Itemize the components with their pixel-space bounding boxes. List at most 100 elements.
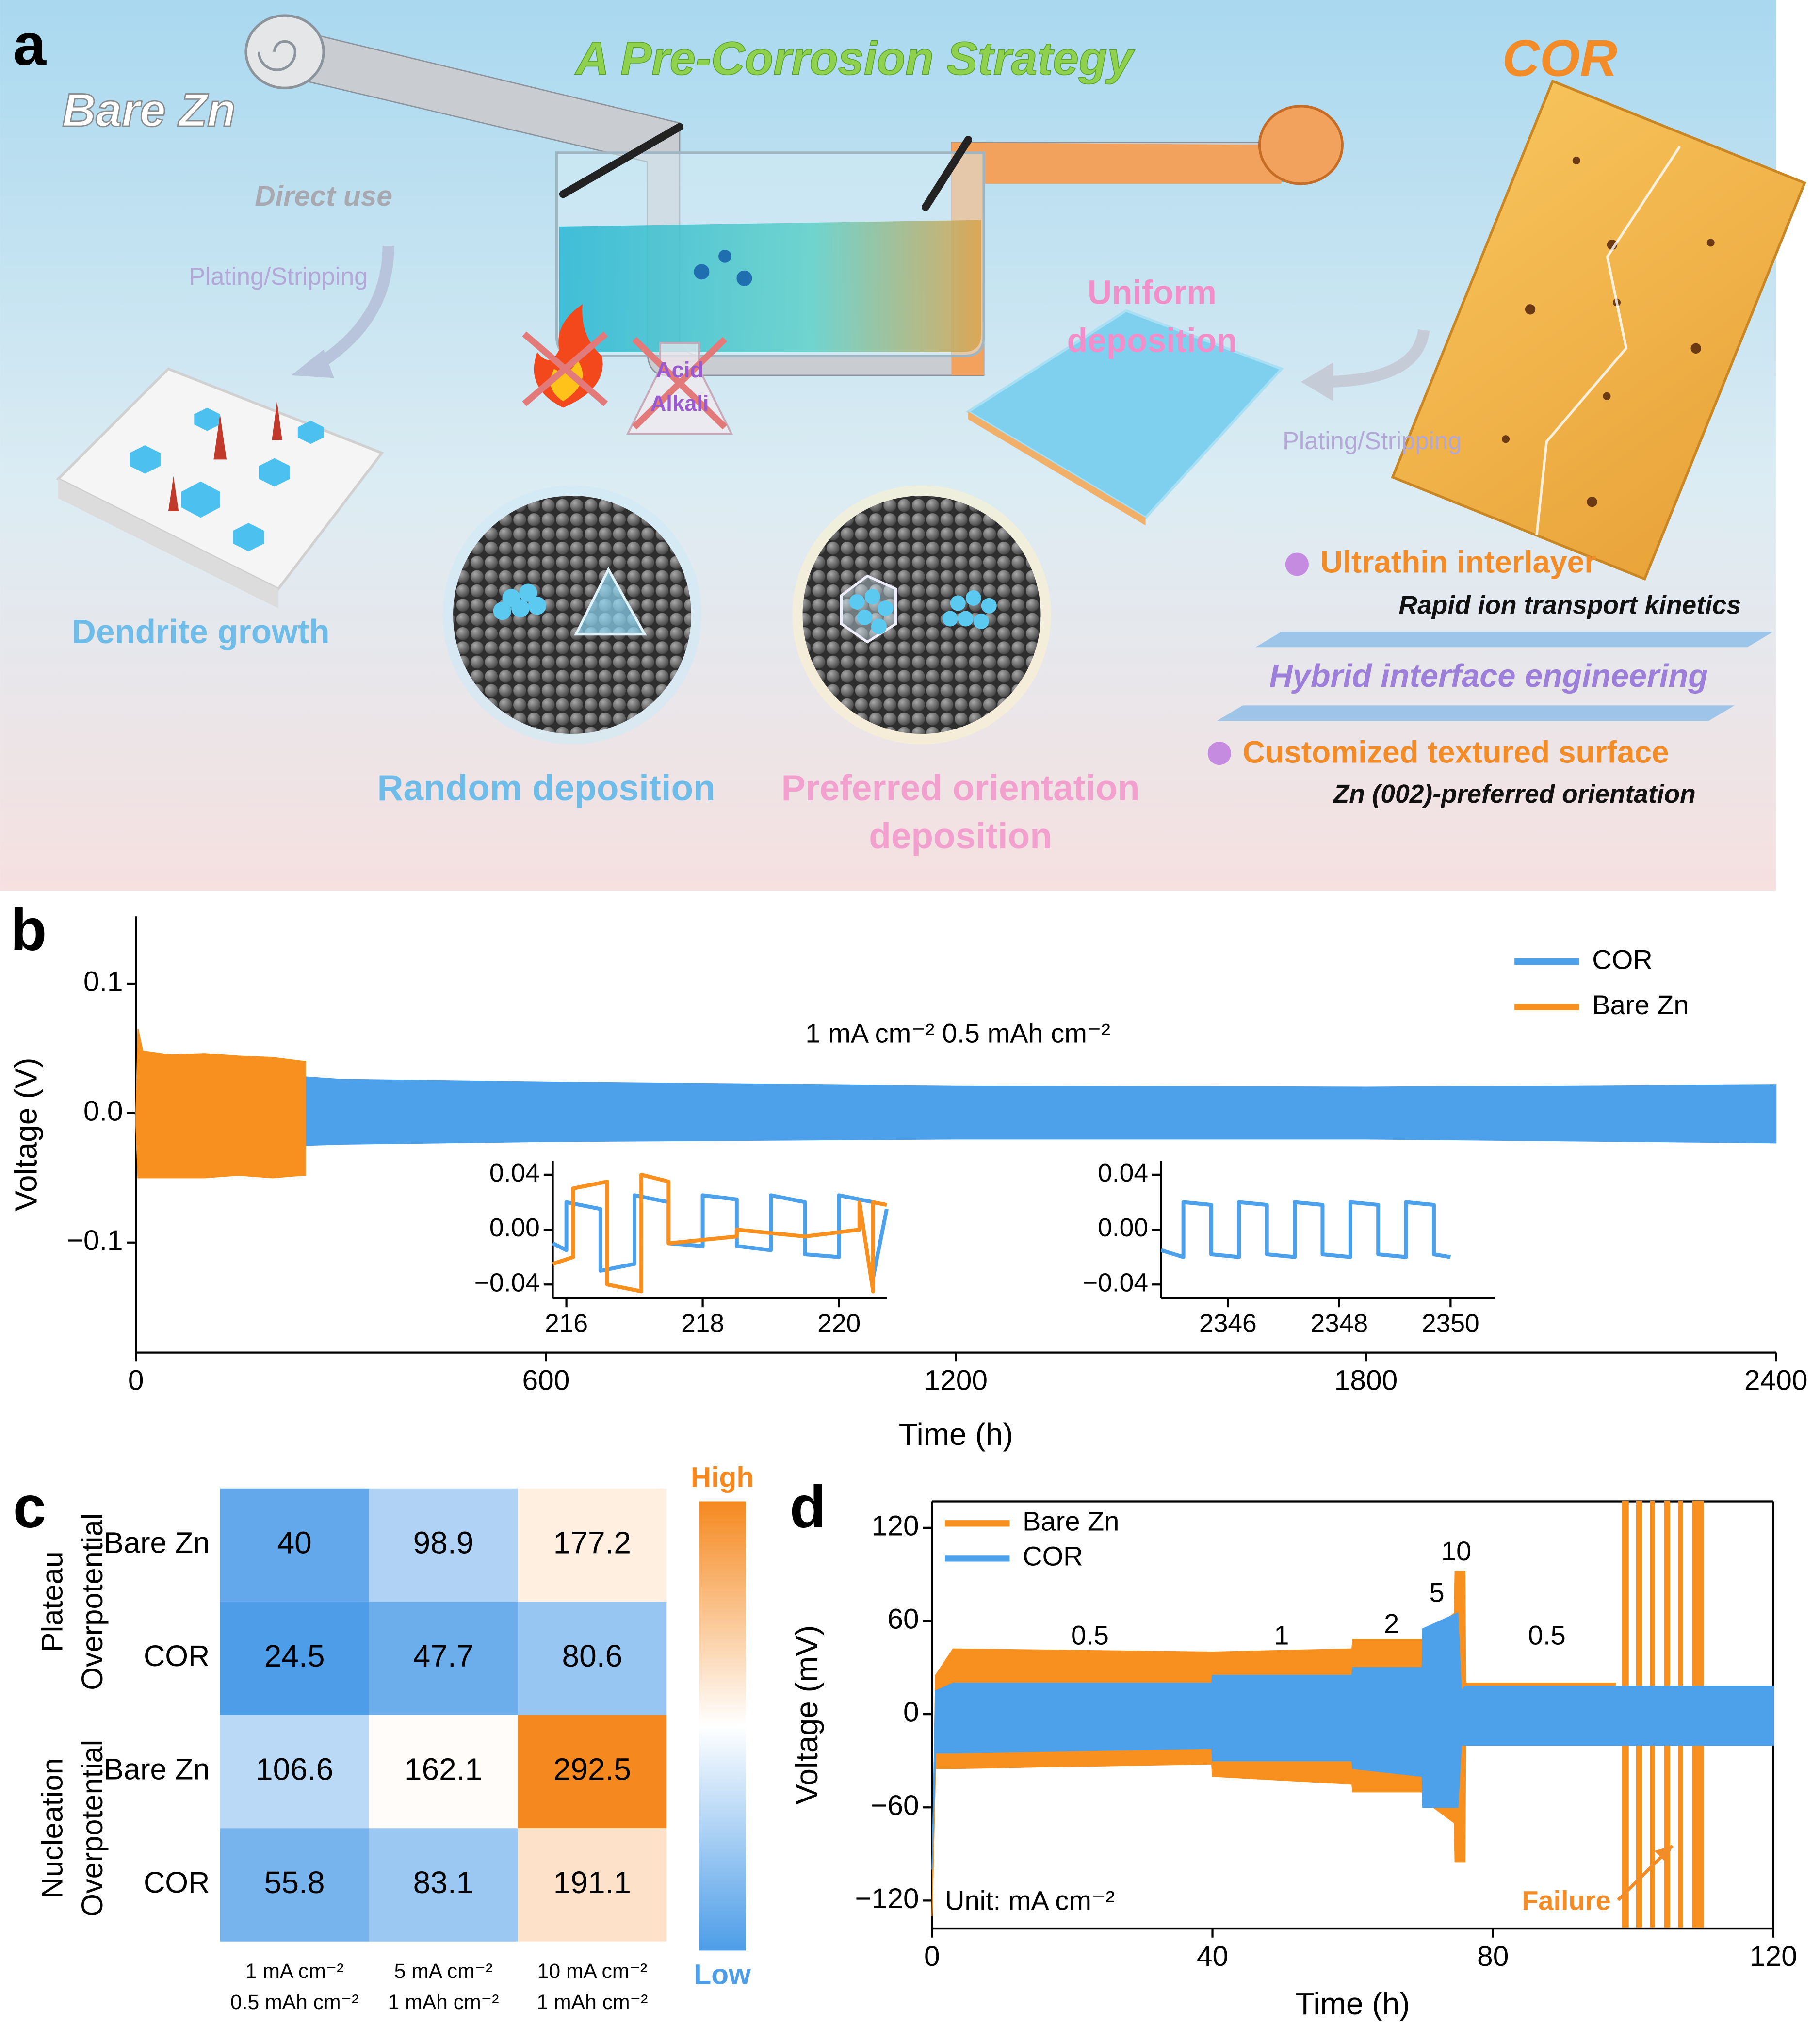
y-tick-label: 0.1 (83, 966, 123, 998)
heatmap-cell (220, 1828, 369, 1942)
tank-rod (922, 136, 973, 211)
heatmap-cell (518, 1488, 667, 1602)
arrow (1320, 329, 1430, 388)
row-group-label: Nucleation (35, 1758, 69, 1898)
feature-note: Rapid ion transport kinetics (1399, 591, 1741, 620)
x-axis-title: Time (h) (899, 1417, 1013, 1452)
x-axis-title: Time (h) (1296, 1986, 1410, 2021)
panel-label: c (13, 1474, 46, 1540)
schematic-title: A Pre-Corrosion Strategy (575, 32, 1136, 84)
heatmap-cell (369, 1602, 518, 1715)
dendrite-crystals (129, 407, 324, 551)
annotation: 0.5 (1071, 1620, 1109, 1650)
x-tick-label: 80 (1477, 1941, 1509, 1972)
y-tick-label: 0.04 (489, 1159, 540, 1187)
voltage-line (552, 1172, 887, 1294)
y-tick-label: −120 (855, 1883, 919, 1914)
cell-value: 162.1 (405, 1751, 482, 1786)
cell-value: 106.6 (256, 1751, 333, 1786)
annotation: 10 (1441, 1536, 1471, 1566)
tank-water (559, 220, 981, 352)
cell-value: 47.7 (413, 1638, 474, 1673)
failure-arrowhead (1654, 1846, 1673, 1863)
heatmap-cell (518, 1828, 667, 1942)
annotation: 1 mA cm⁻² 0.5 mAh cm⁻² (805, 1018, 1110, 1049)
legend-label: COR (1592, 944, 1652, 974)
preferred-label: Preferred orientation (781, 767, 1140, 808)
column-label: 5 mA cm⁻² (394, 1960, 493, 1983)
cor-sheet (1391, 79, 1806, 581)
heatmap-cell (518, 1602, 667, 1715)
heatmap-cell (220, 1602, 369, 1715)
voltage-band (135, 1029, 306, 1179)
bare-zn-label: Bare Zn (62, 84, 236, 136)
panel-label: d (790, 1474, 826, 1540)
column-label: 0.5 mAh cm⁻² (230, 1991, 358, 2014)
x-tick-label: 216 (545, 1310, 588, 1338)
y-tick-label: −60 (871, 1790, 919, 1821)
alkali-label: Alkali (650, 391, 709, 416)
y-tick-label: −0.1 (67, 1225, 123, 1256)
tank-rod (559, 123, 684, 198)
panel-label: a (13, 12, 47, 78)
y-tick-label: 120 (872, 1510, 919, 1541)
plating-label: Plating/Stripping (1283, 427, 1462, 454)
y-axis-title: Voltage (mV) (789, 1625, 824, 1805)
x-tick-label: 40 (1197, 1941, 1228, 1972)
legend-label: Bare Zn (1592, 989, 1689, 1020)
arrow (308, 246, 394, 374)
zn-roll (244, 14, 325, 90)
annotation: 5 (1430, 1577, 1445, 1607)
x-tick-label: 1800 (1334, 1365, 1398, 1396)
y-tick-label: 0.04 (1098, 1159, 1148, 1187)
row-group-label: Overpotential (76, 1740, 109, 1917)
x-tick-label: 0 (128, 1365, 144, 1396)
y-tick-label: 60 (887, 1604, 919, 1635)
voltage-line (1160, 1200, 1451, 1259)
voltage-band (303, 1076, 1777, 1146)
legend-label: COR (1023, 1541, 1083, 1572)
plating-label: Plating/Stripping (189, 262, 368, 290)
column-label: 10 mA cm⁻² (537, 1960, 648, 1983)
feature-label: Ultrathin interlayer (1320, 544, 1596, 579)
dendrite-label: Dendrite growth (72, 613, 330, 650)
annotation: 0.5 (1528, 1620, 1566, 1650)
row-group-label: Plateau (35, 1551, 69, 1652)
uniform-label: Uniform (1088, 274, 1217, 311)
feature-label: Customized textured surface (1243, 735, 1669, 770)
row-group-label: Overpotential (76, 1513, 109, 1690)
annotation: 1 (1274, 1620, 1289, 1650)
y-tick-label: 0.0 (83, 1095, 123, 1127)
x-tick-label: 2346 (1199, 1310, 1257, 1338)
legend-label: Bare Zn (1023, 1506, 1119, 1537)
x-tick-label: 0 (924, 1941, 940, 1972)
cell-value: 80.6 (562, 1638, 623, 1673)
heatmap-cell (369, 1488, 518, 1602)
row-label: COR (144, 1639, 210, 1673)
voltage-band (931, 1612, 1774, 1870)
x-tick-label: 1200 (924, 1365, 988, 1396)
annotation: Failure (1522, 1885, 1611, 1915)
cell-value: 24.5 (264, 1638, 325, 1673)
cor-roll (1258, 105, 1344, 185)
heatmap-cell (369, 1715, 518, 1829)
x-tick-label: 218 (681, 1310, 724, 1338)
uniform-label: deposition (1067, 321, 1237, 359)
y-tick-label: 0 (903, 1697, 919, 1728)
hybrid-label: Hybrid interface engineering (1269, 658, 1708, 694)
annotation: 2 (1384, 1608, 1399, 1638)
row-label: Bare Zn (104, 1526, 210, 1560)
atom-lattice (453, 496, 692, 734)
y-tick-label: 0.00 (1098, 1214, 1148, 1242)
y-tick-label: −0.04 (474, 1268, 540, 1297)
annotation: Unit: mA cm⁻² (945, 1885, 1115, 1915)
feature-note: Zn (002)-preferred orientation (1332, 780, 1696, 809)
heatmap-cell (220, 1715, 369, 1829)
heatmap-cell (220, 1488, 369, 1602)
y-axis-title: Voltage (V) (9, 1058, 44, 1212)
colorbar-low: Low (694, 1959, 751, 1990)
column-label: 1 mAh cm⁻² (388, 1991, 499, 2014)
row-label: Bare Zn (104, 1753, 210, 1786)
column-label: 1 mA cm⁻² (245, 1960, 344, 1983)
